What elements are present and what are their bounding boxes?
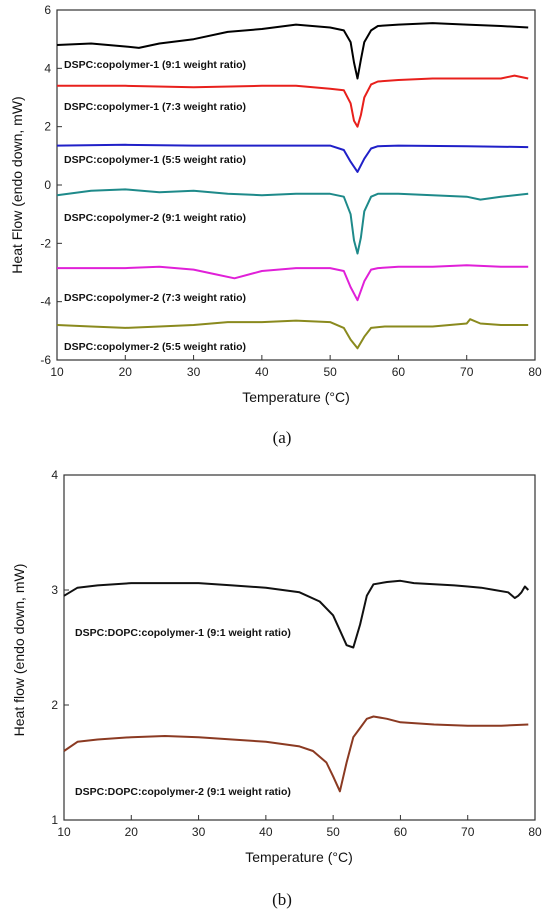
panel-a-series-line-3 xyxy=(56,143,529,173)
panel-a-label: (a) xyxy=(273,428,292,447)
panel-a-ticks: 10 20 30 40 50 60 70 80 -6 -4 -2 0 2 4 6 xyxy=(40,3,542,379)
panel-a-y-axis-title: Heat Flow (endo down, mW) xyxy=(9,96,25,273)
panel-a-series-line-1 xyxy=(56,22,529,80)
panel-b-ticks: 10 20 30 40 50 60 70 80 1 2 3 4 xyxy=(51,468,542,839)
panel-a-series-label-6: DSPC:copolymer-2 (5:5 weight ratio) xyxy=(64,341,246,353)
panel-b-plot-frame xyxy=(63,474,536,821)
panel-a-x-tick-label: 80 xyxy=(528,365,542,379)
panel-a-x-tick-label: 70 xyxy=(460,365,474,379)
panel-b-label: (b) xyxy=(272,890,292,909)
panel-b-x-tick-label: 70 xyxy=(461,825,475,839)
panel-a-series-label-3: DSPC:copolymer-1 (5:5 weight ratio) xyxy=(64,154,246,166)
panel-a-x-tick-label: 60 xyxy=(392,365,406,379)
panel-a-x-tick-label: 50 xyxy=(323,365,337,379)
panel-a-y-tick-label: 2 xyxy=(44,120,51,134)
panel-a-series-labels: DSPC:copolymer-1 (9:1 weight ratio) DSPC:… xyxy=(64,59,246,353)
panel-a-y-tick-label: 6 xyxy=(44,3,51,17)
panel-b-series-label-1: DSPC:DOPC:copolymer-1 (9:1 weight ratio) xyxy=(75,627,291,639)
panel-a-y-tick-label: 0 xyxy=(44,178,51,192)
panel-b-series-labels: DSPC:DOPC:copolymer-1 (9:1 weight ratio)… xyxy=(75,627,291,798)
panel-a-x-axis-title: Temperature (°C) xyxy=(242,389,350,405)
panel-b-x-tick-label: 50 xyxy=(326,825,340,839)
panel-a-y-tick-label: 4 xyxy=(44,61,51,75)
panel-b-x-tick-label: 60 xyxy=(394,825,408,839)
panel-b-y-tick-label: 2 xyxy=(51,698,58,712)
panel-a-series-line-5 xyxy=(57,264,529,302)
panel-b-y-tick-label: 4 xyxy=(51,468,58,482)
panel-b-x-tick-label: 40 xyxy=(259,825,273,839)
panel-b-y-tick-label: 1 xyxy=(51,813,58,827)
panel-b-y-axis-title: Heat flow (endo down, mW) xyxy=(11,564,27,737)
panel-a-chart: 10 20 30 40 50 60 70 80 -6 -4 -2 0 2 4 6 DSPC:copolyme… xyxy=(9,3,542,447)
panel-b-series-label-2: DSPC:DOPC:copolymer-2 (9:1 weight ratio) xyxy=(75,786,291,798)
panel-b-x-tick-label: 10 xyxy=(57,825,71,839)
panel-a-x-tick-label: 10 xyxy=(50,365,64,379)
panel-a-series-label-1: DSPC:copolymer-1 (9:1 weight ratio) xyxy=(64,59,246,71)
panel-a-series xyxy=(56,22,529,350)
panel-a-series-label-4: DSPC:copolymer-2 (9:1 weight ratio) xyxy=(64,212,246,224)
panel-a-y-tick-label: -4 xyxy=(40,295,51,309)
panel-a-x-tick-label: 40 xyxy=(255,365,269,379)
panel-b-series xyxy=(63,579,530,793)
panel-a-x-tick-label: 20 xyxy=(119,365,133,379)
panel-b-chart: 10 20 30 40 50 60 70 80 1 2 3 4 DSPC:DOPC:copolymer… xyxy=(11,468,542,909)
panel-a-series-line-2 xyxy=(57,74,529,128)
panel-a-series-label-5: DSPC:copolymer-2 (7:3 weight ratio) xyxy=(64,292,246,304)
panel-a-series-line-4 xyxy=(56,188,529,255)
panel-b-x-tick-label: 20 xyxy=(125,825,139,839)
panel-b-series-line-1 xyxy=(63,579,530,649)
panel-a-series-label-2: DSPC:copolymer-1 (7:3 weight ratio) xyxy=(64,101,246,113)
panel-b-x-axis-title: Temperature (°C) xyxy=(245,849,353,865)
panel-b-series-line-2 xyxy=(63,715,529,793)
panel-a-y-tick-label: -2 xyxy=(40,236,51,250)
panel-b-x-tick-label: 80 xyxy=(528,825,542,839)
panel-b-x-tick-label: 30 xyxy=(192,825,206,839)
panel-a-series-line-6 xyxy=(56,318,529,350)
panel-a-x-tick-label: 30 xyxy=(187,365,201,379)
panel-b-y-tick-label: 3 xyxy=(51,583,58,597)
panel-a-y-tick-label: -6 xyxy=(40,353,51,367)
